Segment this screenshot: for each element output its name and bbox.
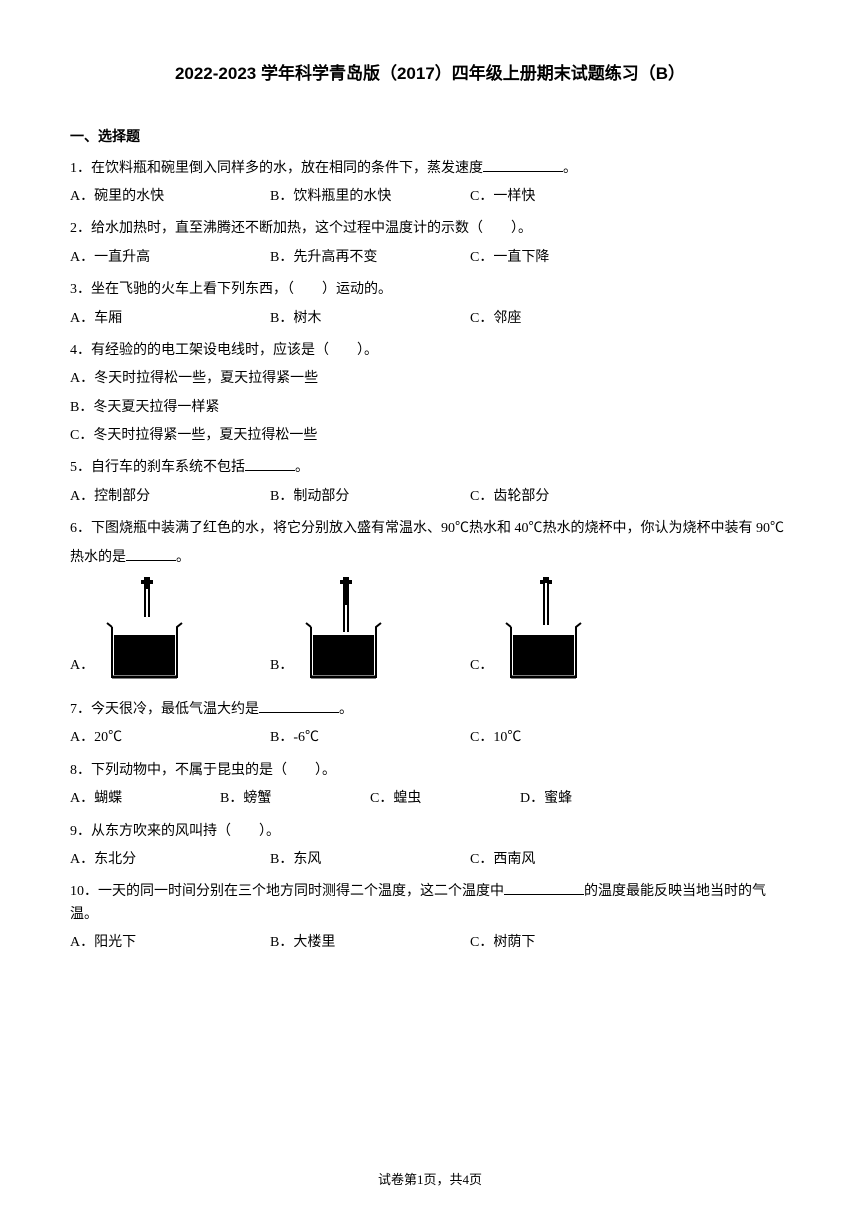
option-c: C．齿轮部分 [470, 486, 670, 508]
q7-options: A．20℃ B．-6℃ C．10℃ [70, 727, 790, 749]
option-a: A．冬天时拉得松一些，夏天拉得紧一些 [70, 368, 790, 390]
question-10: 10．一天的同一时间分别在三个地方同时测得二个温度，这二个温度中的温度最能反映当… [70, 881, 790, 954]
option-c: C．蝗虫 [370, 788, 520, 810]
question-5: 5．自行车的刹车系统不包括 。 A．控制部分 B．制动部分 C．齿轮部分 [70, 457, 790, 508]
q9-text: 9．从东方吹来的风叫持（ ）。 [70, 821, 790, 843]
q6-text-line1: 6．下图烧瓶中装满了红色的水，将它分别放入盛有常温水、90℃热水和 40℃热水的… [70, 518, 790, 540]
option-b: B．冬天夏天拉得一样紧 [70, 397, 790, 419]
blank [245, 457, 295, 471]
option-c: C．一样快 [470, 186, 670, 208]
option-c-label: C． [470, 655, 493, 677]
q8-options: A．蝴蝶 B．螃蟹 C．蝗虫 D．蜜蜂 [70, 788, 790, 810]
beaker-b-icon [301, 577, 391, 687]
q2-text: 2．给水加热时，直至沸腾还不断加热，这个过程中温度计的示数（ ）。 [70, 218, 790, 240]
option-a: A． [70, 577, 270, 687]
q8-text: 8．下列动物中，不属于昆虫的是（ ）。 [70, 760, 790, 782]
q9-options: A．东北分 B．东风 C．西南风 [70, 849, 790, 871]
option-b: B．大楼里 [270, 932, 470, 954]
option-c: C．冬天时拉得紧一些，夏天拉得松一些 [70, 425, 790, 447]
q3-text: 3．坐在飞驰的火车上看下列东西，（ ）运动的。 [70, 279, 790, 301]
option-b: B．东风 [270, 849, 470, 871]
option-b: B．螃蟹 [220, 788, 370, 810]
q5-text: 5．自行车的刹车系统不包括 。 [70, 457, 790, 479]
q6-text-line2: 热水的是 。 [70, 547, 790, 569]
option-b: B．-6℃ [270, 727, 470, 749]
question-9: 9．从东方吹来的风叫持（ ）。 A．东北分 B．东风 C．西南风 [70, 821, 790, 872]
option-a: A．控制部分 [70, 486, 270, 508]
q4-text: 4．有经验的的电工架设电线时，应该是（ ）。 [70, 340, 790, 362]
option-b: B．先升高再不变 [270, 247, 470, 269]
option-a: A．阳光下 [70, 932, 270, 954]
option-b: B． [270, 577, 470, 687]
question-1: 1．在饮料瓶和碗里倒入同样多的水，放在相同的条件下，蒸发速度 。 A．碗里的水快 … [70, 158, 790, 209]
option-a: A．碗里的水快 [70, 186, 270, 208]
blank [259, 699, 339, 713]
option-c: C．树荫下 [470, 932, 670, 954]
q10-options: A．阳光下 B．大楼里 C．树荫下 [70, 932, 790, 954]
q6-options: A． B． [70, 577, 790, 687]
option-b-label: B． [270, 655, 293, 677]
q1-tail: 。 [563, 161, 577, 176]
option-b: B．制动部分 [270, 486, 470, 508]
question-4: 4．有经验的的电工架设电线时，应该是（ ）。 A．冬天时拉得松一些，夏天拉得紧一… [70, 340, 790, 448]
option-d: D．蜜蜂 [520, 788, 670, 810]
q2-options: A．一直升高 B．先升高再不变 C．一直下降 [70, 247, 790, 269]
option-a: A．东北分 [70, 849, 270, 871]
question-8: 8．下列动物中，不属于昆虫的是（ ）。 A．蝴蝶 B．螃蟹 C．蝗虫 D．蜜蜂 [70, 760, 790, 811]
option-c: C．邻座 [470, 308, 670, 330]
q10-stem1: 10．一天的同一时间分别在三个地方同时测得二个温度，这二个温度中 [70, 884, 504, 899]
question-7: 7．今天很冷，最低气温大约是 。 A．20℃ B．-6℃ C．10℃ [70, 699, 790, 750]
option-c: C．一直下降 [470, 247, 670, 269]
q7-stem: 7．今天很冷，最低气温大约是 [70, 702, 259, 717]
blank [483, 158, 563, 172]
q3-options: A．车厢 B．树木 C．邻座 [70, 308, 790, 330]
option-b: B．树木 [270, 308, 470, 330]
blank [126, 547, 176, 561]
q4-options: A．冬天时拉得松一些，夏天拉得紧一些 B．冬天夏天拉得一样紧 C．冬天时拉得紧一… [70, 368, 790, 447]
q5-tail: 。 [295, 460, 309, 475]
option-c: C．10℃ [470, 727, 670, 749]
q1-text: 1．在饮料瓶和碗里倒入同样多的水，放在相同的条件下，蒸发速度 。 [70, 158, 790, 180]
question-2: 2．给水加热时，直至沸腾还不断加热，这个过程中温度计的示数（ ）。 A．一直升高… [70, 218, 790, 269]
page-title: 2022-2023 学年科学青岛版（2017）四年级上册期末试题练习（B） [70, 60, 790, 87]
beaker-a-icon [102, 577, 192, 687]
option-b: B．饮料瓶里的水快 [270, 186, 470, 208]
option-a: A．蝴蝶 [70, 788, 220, 810]
q6-stem2: 热水的是 [70, 550, 126, 565]
page-footer: 试卷第1页，共4页 [0, 1170, 860, 1191]
option-a: A．一直升高 [70, 247, 270, 269]
q7-text: 7．今天很冷，最低气温大约是 。 [70, 699, 790, 721]
q10-text: 10．一天的同一时间分别在三个地方同时测得二个温度，这二个温度中的温度最能反映当… [70, 881, 790, 926]
question-3: 3．坐在飞驰的火车上看下列东西，（ ）运动的。 A．车厢 B．树木 C．邻座 [70, 279, 790, 330]
option-c: C． [470, 577, 670, 687]
q5-stem: 5．自行车的刹车系统不包括 [70, 460, 245, 475]
beaker-c-icon [501, 577, 591, 687]
option-c: C．西南风 [470, 849, 670, 871]
option-a: A．20℃ [70, 727, 270, 749]
q6-tail: 。 [176, 550, 190, 565]
q1-options: A．碗里的水快 B．饮料瓶里的水快 C．一样快 [70, 186, 790, 208]
question-6: 6．下图烧瓶中装满了红色的水，将它分别放入盛有常温水、90℃热水和 40℃热水的… [70, 518, 790, 687]
option-a-label: A． [70, 655, 94, 677]
blank [504, 881, 584, 895]
q7-tail: 。 [339, 702, 353, 717]
option-a: A．车厢 [70, 308, 270, 330]
q5-options: A．控制部分 B．制动部分 C．齿轮部分 [70, 486, 790, 508]
q1-stem: 1．在饮料瓶和碗里倒入同样多的水，放在相同的条件下，蒸发速度 [70, 161, 483, 176]
section-header: 一、选择题 [70, 127, 790, 149]
